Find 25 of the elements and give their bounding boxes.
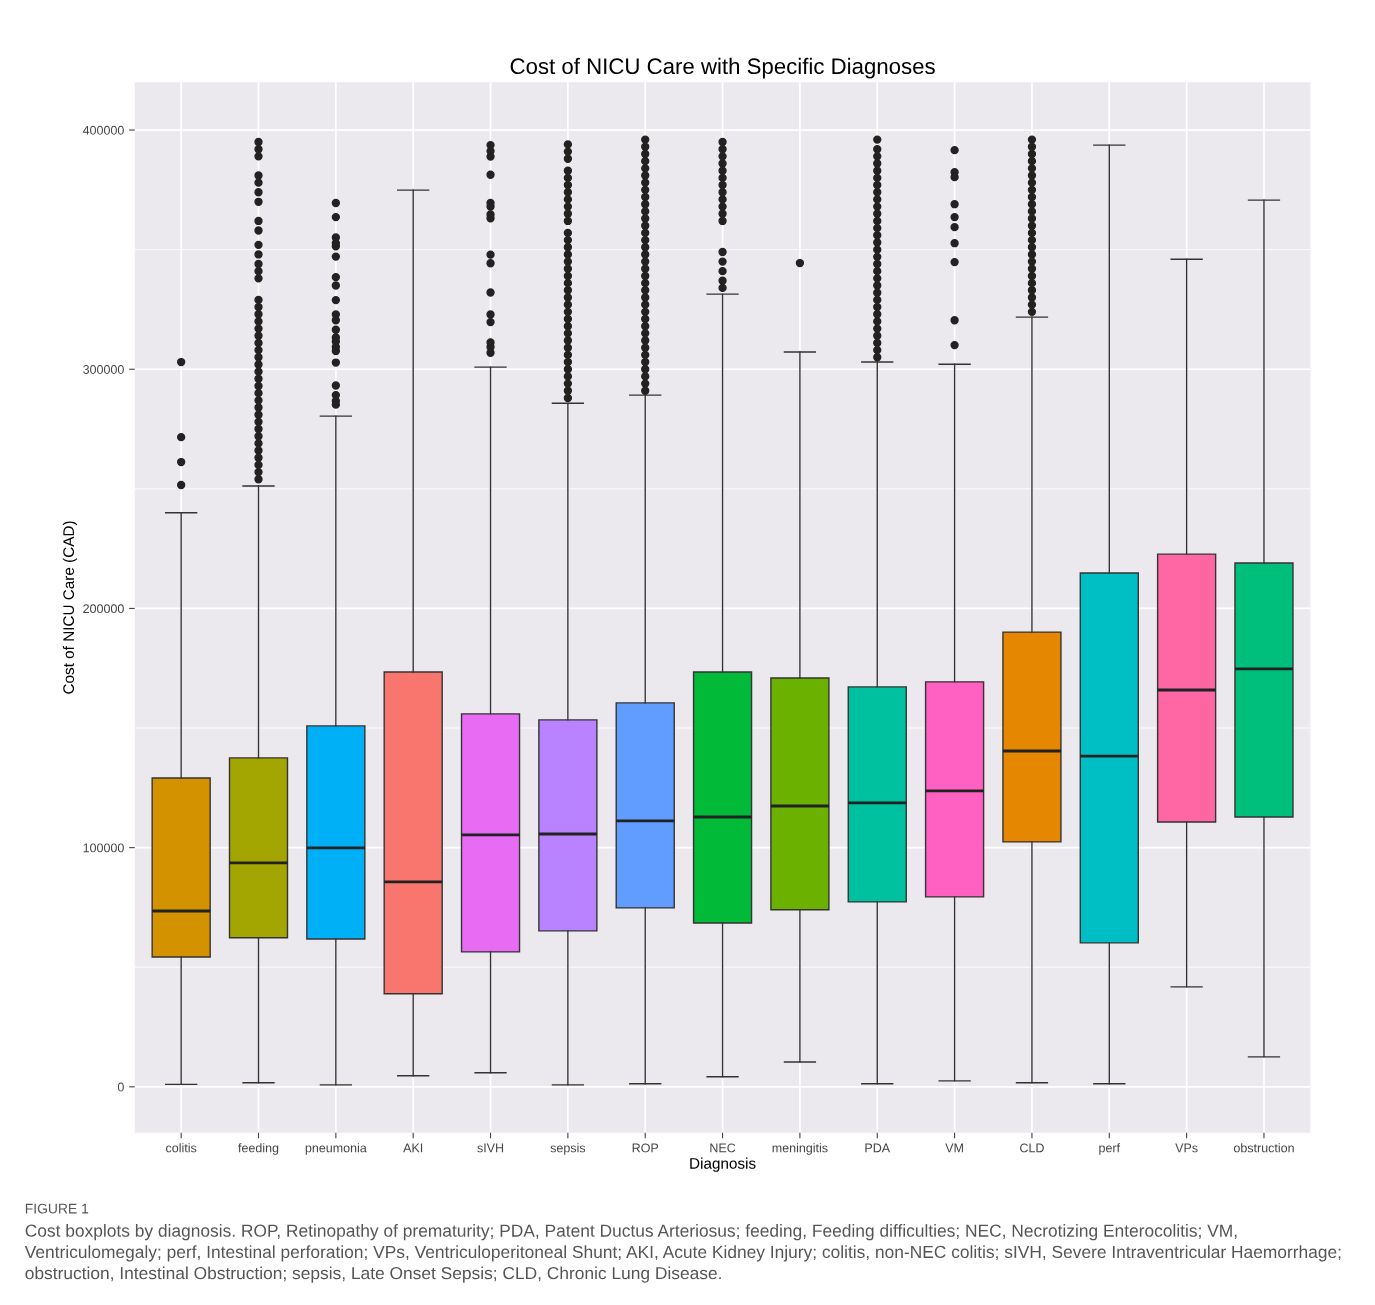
- x-tick-label: NEC: [710, 1143, 736, 1153]
- x-axis-title: Diagnosis: [690, 1157, 756, 1172]
- x-tick-label: meningitis: [772, 1143, 828, 1155]
- x-tick-label: VPs: [1175, 1143, 1198, 1153]
- y-tick-label: 300000: [83, 365, 124, 374]
- y-tick-label: 100000: [83, 843, 124, 853]
- x-tick-label: sIVH: [477, 1143, 504, 1153]
- x-tick-label: ROP: [632, 1143, 659, 1153]
- x-tick-label: AKI: [403, 1143, 423, 1153]
- chart-title: Cost of NICU Care with Specific Diagnoses: [510, 57, 935, 79]
- y-tick-label: 0: [117, 1082, 124, 1092]
- y-tick-label: 200000: [83, 604, 124, 614]
- x-tick-label: obstruction: [1233, 1143, 1294, 1153]
- x-tick-label: sepsis: [550, 1143, 586, 1155]
- x-tick-label: VM: [945, 1143, 963, 1153]
- y-tick-label: 400000: [82, 125, 124, 135]
- text: Cost boxplots by diagnosis. ROP, Retinopathy of prematurity; PDA, Patent Ductus Arteriosus; feeding, Feeding difficulties; NEC, Necrotizing Enterocolitis; VM, Ventriculomegaly; perf, Intestinal perforation; VPs, Ventriculoperitoneal Shunt; AKI, Acute Kidney Injury; colitis, non-NEC colitis; sIVH, Severe Intraventricular Haemorrhage; obstruction, Intestinal Obstruction; sepsis, Late Onset Sepsis; CLD, Chronic Lung Disease.: [24, 1224, 1341, 1283]
- x-tick-label: feeding: [238, 1143, 279, 1155]
- x-tick-label: colitis: [166, 1143, 197, 1153]
- x-tick-label: CLD: [1020, 1143, 1044, 1153]
- caption: FIGURE 1: [25, 1203, 89, 1214]
- x-tick-label: PDA: [865, 1143, 891, 1153]
- x-tick-label: perf: [1099, 1143, 1121, 1155]
- x-tick-label: pneumonia: [305, 1143, 367, 1155]
- y-axis-title: Cost of NICU Care (CAD): [62, 521, 78, 694]
